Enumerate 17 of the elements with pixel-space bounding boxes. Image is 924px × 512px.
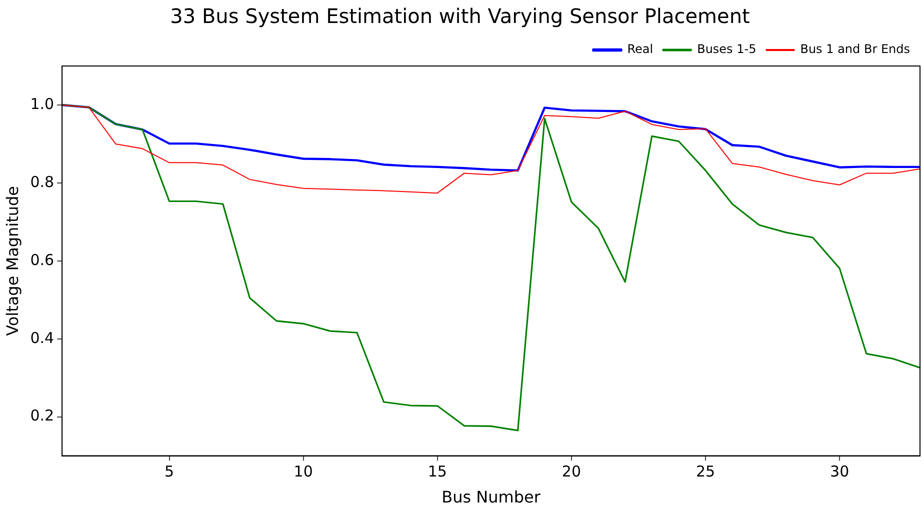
- y-tick-label: 0.6: [30, 250, 54, 269]
- x-tick-label: 10: [294, 462, 313, 481]
- x-tick-label: 20: [562, 462, 582, 481]
- y-tick-label: 0.4: [30, 328, 54, 347]
- legend-label: Real: [627, 42, 654, 56]
- x-tick-label: 30: [830, 462, 850, 481]
- y-tick-label: 0.2: [30, 406, 54, 425]
- chart-title: 33 Bus System Estimation with Varying Sensor Placement: [170, 4, 750, 28]
- legend-label: Buses 1-5: [697, 42, 756, 56]
- x-tick-label: 25: [696, 462, 716, 481]
- y-tick-label: 0.8: [30, 172, 54, 191]
- x-tick-label: 5: [164, 462, 174, 481]
- x-tick-label: 15: [428, 462, 447, 481]
- y-axis-title: Voltage Magnitude: [2, 186, 22, 336]
- legend-label: Bus 1 and Br Ends: [800, 42, 910, 56]
- x-axis-title: Bus Number: [442, 488, 541, 507]
- y-tick-label: 1.0: [30, 94, 54, 113]
